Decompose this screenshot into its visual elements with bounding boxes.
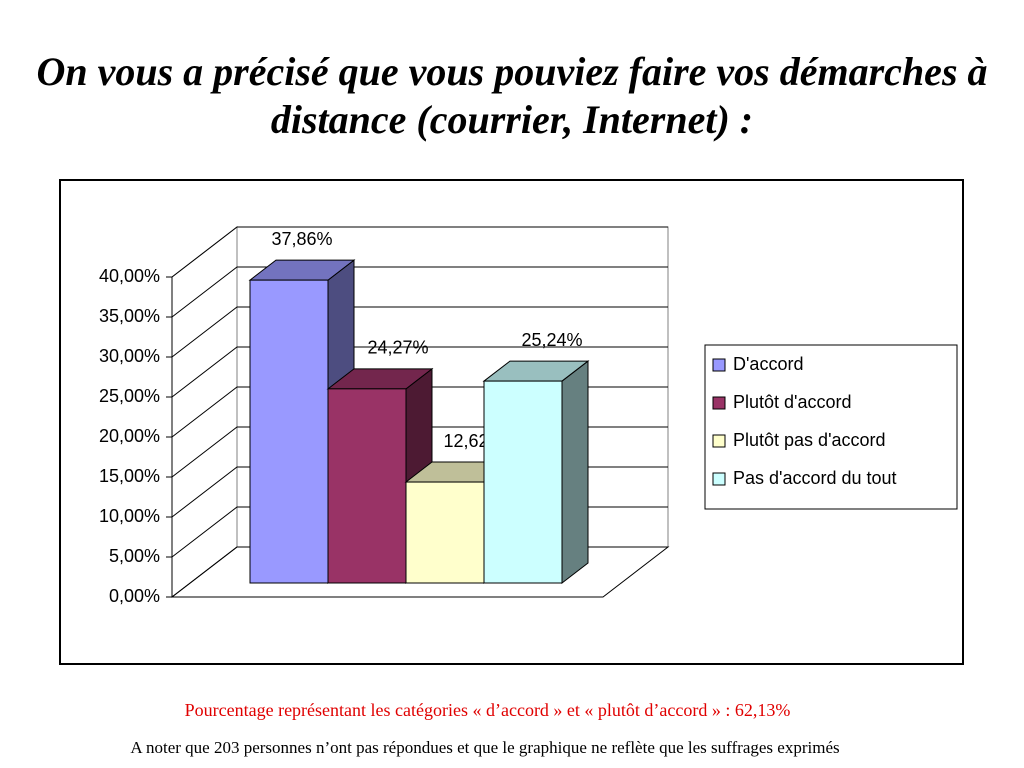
y-tick-label: 5,00%	[109, 546, 160, 566]
bar	[327, 388, 407, 584]
y-tick-label: 40,00%	[99, 266, 160, 286]
legend-label: Pas d'accord du tout	[733, 468, 897, 488]
data-label: 24,27%	[367, 338, 428, 358]
legend-label: D'accord	[733, 354, 803, 374]
bar-side	[561, 360, 589, 585]
data-label: 25,24%	[521, 330, 582, 350]
bar	[483, 380, 563, 584]
legend-swatch	[712, 434, 726, 448]
bar	[405, 481, 485, 584]
legend-label: Plutôt pas d'accord	[733, 430, 886, 450]
grid-line	[171, 306, 668, 358]
grid-line	[171, 226, 668, 278]
bar	[249, 279, 329, 584]
legend-swatch	[712, 358, 726, 372]
y-tick-label: 25,00%	[99, 386, 160, 406]
y-tick-label: 20,00%	[99, 426, 160, 446]
annotation: Pourcentage représentant les catégories …	[184, 700, 791, 720]
legend-box	[704, 344, 958, 510]
data-label: 37,86%	[271, 229, 332, 249]
y-tick-label: 0,00%	[109, 586, 160, 606]
annotation: A noter que 203 personnes n’ont pas répo…	[130, 738, 840, 757]
chart-title: On vous a précisé que vous pouviez faire…	[36, 49, 988, 142]
legend-swatch	[712, 396, 726, 410]
legend-swatch	[712, 472, 726, 486]
y-tick-label: 35,00%	[99, 306, 160, 326]
y-tick-label: 30,00%	[99, 346, 160, 366]
y-tick-label: 15,00%	[99, 466, 160, 486]
legend-label: Plutôt d'accord	[733, 392, 852, 412]
grid-line	[171, 266, 668, 318]
grid-line	[171, 346, 668, 398]
y-tick-label: 10,00%	[99, 506, 160, 526]
